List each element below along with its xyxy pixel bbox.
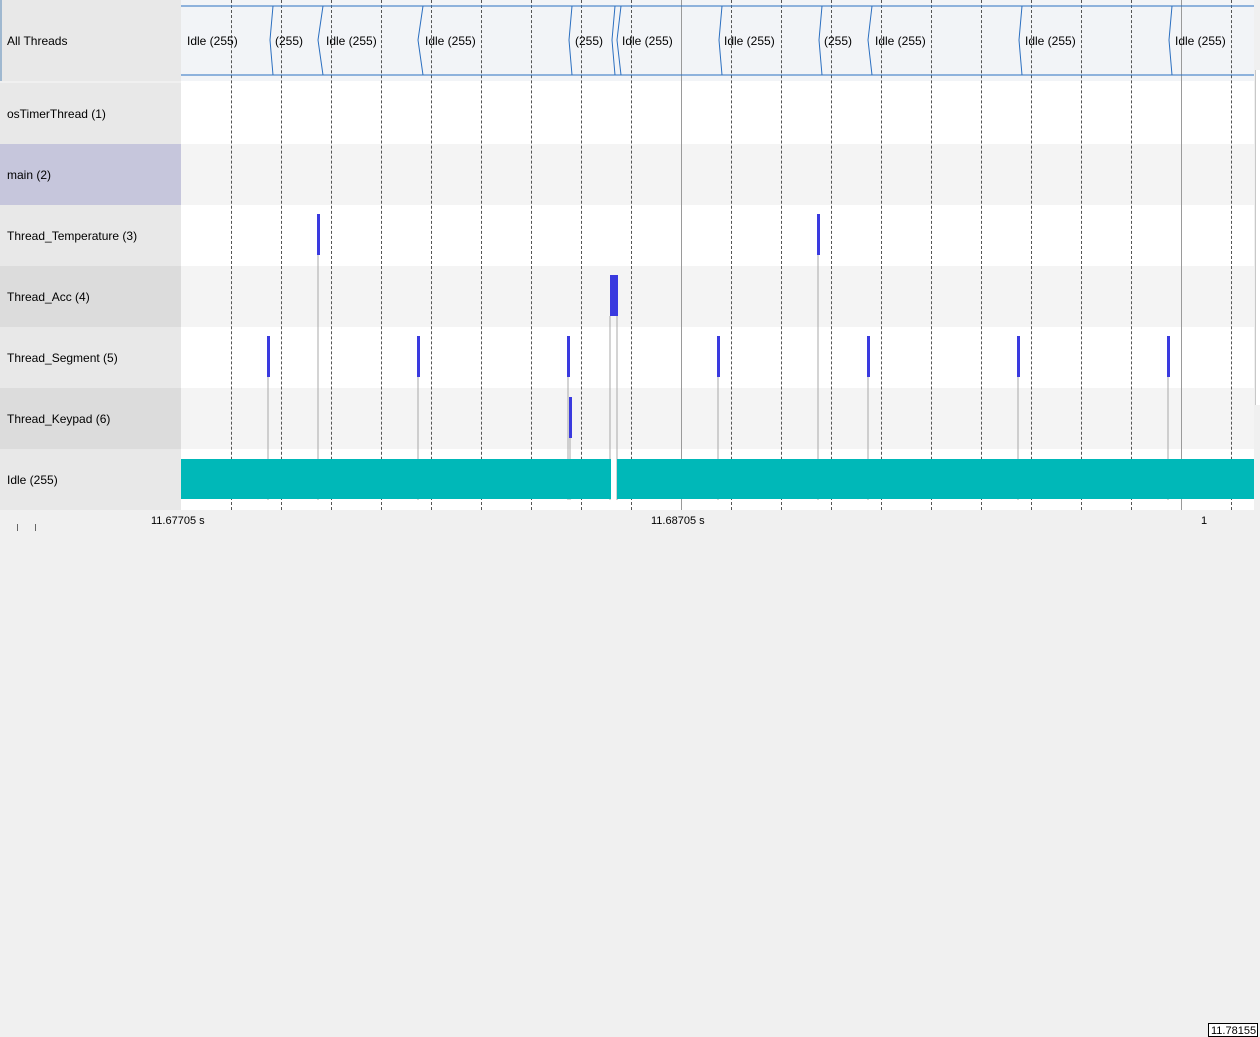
gridline xyxy=(581,0,582,510)
gridline xyxy=(281,0,282,510)
thread-label-all[interactable]: All Threads xyxy=(0,0,181,81)
thread-label-main[interactable]: main (2) xyxy=(0,144,181,205)
all-threads-segment-label: Idle (255) xyxy=(187,34,238,48)
gridline xyxy=(531,0,532,510)
all-threads-segment-label: Idle (255) xyxy=(1175,34,1226,48)
gridline xyxy=(1231,0,1232,510)
cursor-time-readout: 11.78155 xyxy=(1208,1023,1258,1037)
gridline xyxy=(381,0,382,510)
row-main xyxy=(181,144,1254,205)
all-threads-segment-label: (255) xyxy=(575,34,604,48)
all-threads-segment-label: Idle (255) xyxy=(425,34,476,48)
thread-label-text: Thread_Acc (4) xyxy=(7,289,90,304)
temperature-execution-bar xyxy=(817,214,820,255)
context-switch-marker xyxy=(1168,5,1173,76)
all-threads-segment-label: Idle (255) xyxy=(1025,34,1076,48)
thread-label-text: Thread_Segment (5) xyxy=(7,350,118,365)
segment-execution-bar xyxy=(717,336,720,377)
segment-execution-bar xyxy=(267,336,270,377)
gridline-major xyxy=(681,0,682,510)
temperature-execution-bar xyxy=(317,214,320,255)
axis-corner-tick xyxy=(17,524,18,531)
thread-label-idle[interactable]: Idle (255) xyxy=(0,449,181,510)
timeline-chart[interactable]: Idle (255) (255) Idle (255) Idle (255) (… xyxy=(181,0,1254,510)
context-switch-marker xyxy=(818,5,823,76)
all-threads-segment-label: (255) xyxy=(275,34,304,48)
axis-corner-tick xyxy=(35,524,36,531)
gridline xyxy=(331,0,332,510)
all-threads-segment-label: (255) xyxy=(824,34,853,48)
scrollbar-thumb[interactable] xyxy=(1255,70,1260,405)
thread-label-text: main (2) xyxy=(7,167,52,182)
keypad-execution-bar xyxy=(569,397,572,438)
thread-label-temperature[interactable]: Thread_Temperature (3) xyxy=(0,205,181,266)
gridline xyxy=(1131,0,1132,510)
gridline xyxy=(431,0,432,510)
gridline xyxy=(1031,0,1032,510)
gridline xyxy=(731,0,732,510)
gridline xyxy=(931,0,932,510)
context-switch-marker xyxy=(417,5,424,76)
thread-label-text: Thread_Keypad (6) xyxy=(7,411,111,426)
context-switch-marker xyxy=(1018,5,1023,76)
segment-execution-bar xyxy=(1017,336,1020,377)
gridline xyxy=(1081,0,1082,510)
segment-execution-bar xyxy=(567,336,570,377)
context-switch-marker xyxy=(269,5,274,76)
gridline xyxy=(881,0,882,510)
thread-label-column: All Threads osTimerThread (1) main (2) T… xyxy=(0,0,181,510)
thread-label-segment[interactable]: Thread_Segment (5) xyxy=(0,327,181,388)
context-switch-marker xyxy=(615,5,622,76)
thread-label-acc[interactable]: Thread_Acc (4) xyxy=(0,266,181,327)
context-switch-marker xyxy=(718,5,723,76)
vertical-scrollbar[interactable] xyxy=(1254,0,1260,510)
row-acc xyxy=(181,266,1254,327)
thread-label-ostimerthread[interactable]: osTimerThread (1) xyxy=(0,83,181,144)
time-axis-tick-label: 1 xyxy=(1201,515,1208,527)
time-axis-tick-label: 11.68705 s xyxy=(651,515,705,527)
gridline-major xyxy=(1181,0,1182,510)
all-threads-segment-label: Idle (255) xyxy=(724,34,775,48)
context-switch-marker xyxy=(867,5,873,76)
gridline xyxy=(831,0,832,510)
all-threads-segment-label: Idle (255) xyxy=(622,34,673,48)
gridline xyxy=(781,0,782,510)
gridline xyxy=(481,0,482,510)
all-threads-row xyxy=(181,0,1254,81)
idle-execution-bar xyxy=(617,459,1254,499)
thread-label-text: Idle (255) xyxy=(7,472,58,487)
gridline xyxy=(231,0,232,510)
segment-execution-bar xyxy=(867,336,870,377)
all-threads-switch-band xyxy=(181,5,1254,76)
all-threads-segment-label: Idle (255) xyxy=(326,34,377,48)
context-switch-marker xyxy=(317,5,324,76)
time-axis-tick-label: 11.67705 s xyxy=(151,515,205,527)
gridline xyxy=(631,0,632,510)
segment-execution-bar xyxy=(417,336,420,377)
segment-execution-bar xyxy=(1167,336,1170,377)
thread-label-text: Thread_Temperature (3) xyxy=(7,228,138,243)
time-axis: 11.67705 s 11.68705 s 1 11.78155 xyxy=(0,510,1260,1037)
context-switch-marker xyxy=(568,5,573,76)
thread-label-text: All Threads xyxy=(7,33,68,48)
thread-label-text: osTimerThread (1) xyxy=(7,106,106,121)
context-switch-marker xyxy=(611,5,616,76)
idle-execution-bar xyxy=(181,459,611,499)
thread-label-keypad[interactable]: Thread_Keypad (6) xyxy=(0,388,181,449)
all-threads-segment-label: Idle (255) xyxy=(875,34,926,48)
execution-overlay xyxy=(181,214,1254,500)
acc-execution-bar xyxy=(610,275,618,316)
gridline xyxy=(981,0,982,510)
